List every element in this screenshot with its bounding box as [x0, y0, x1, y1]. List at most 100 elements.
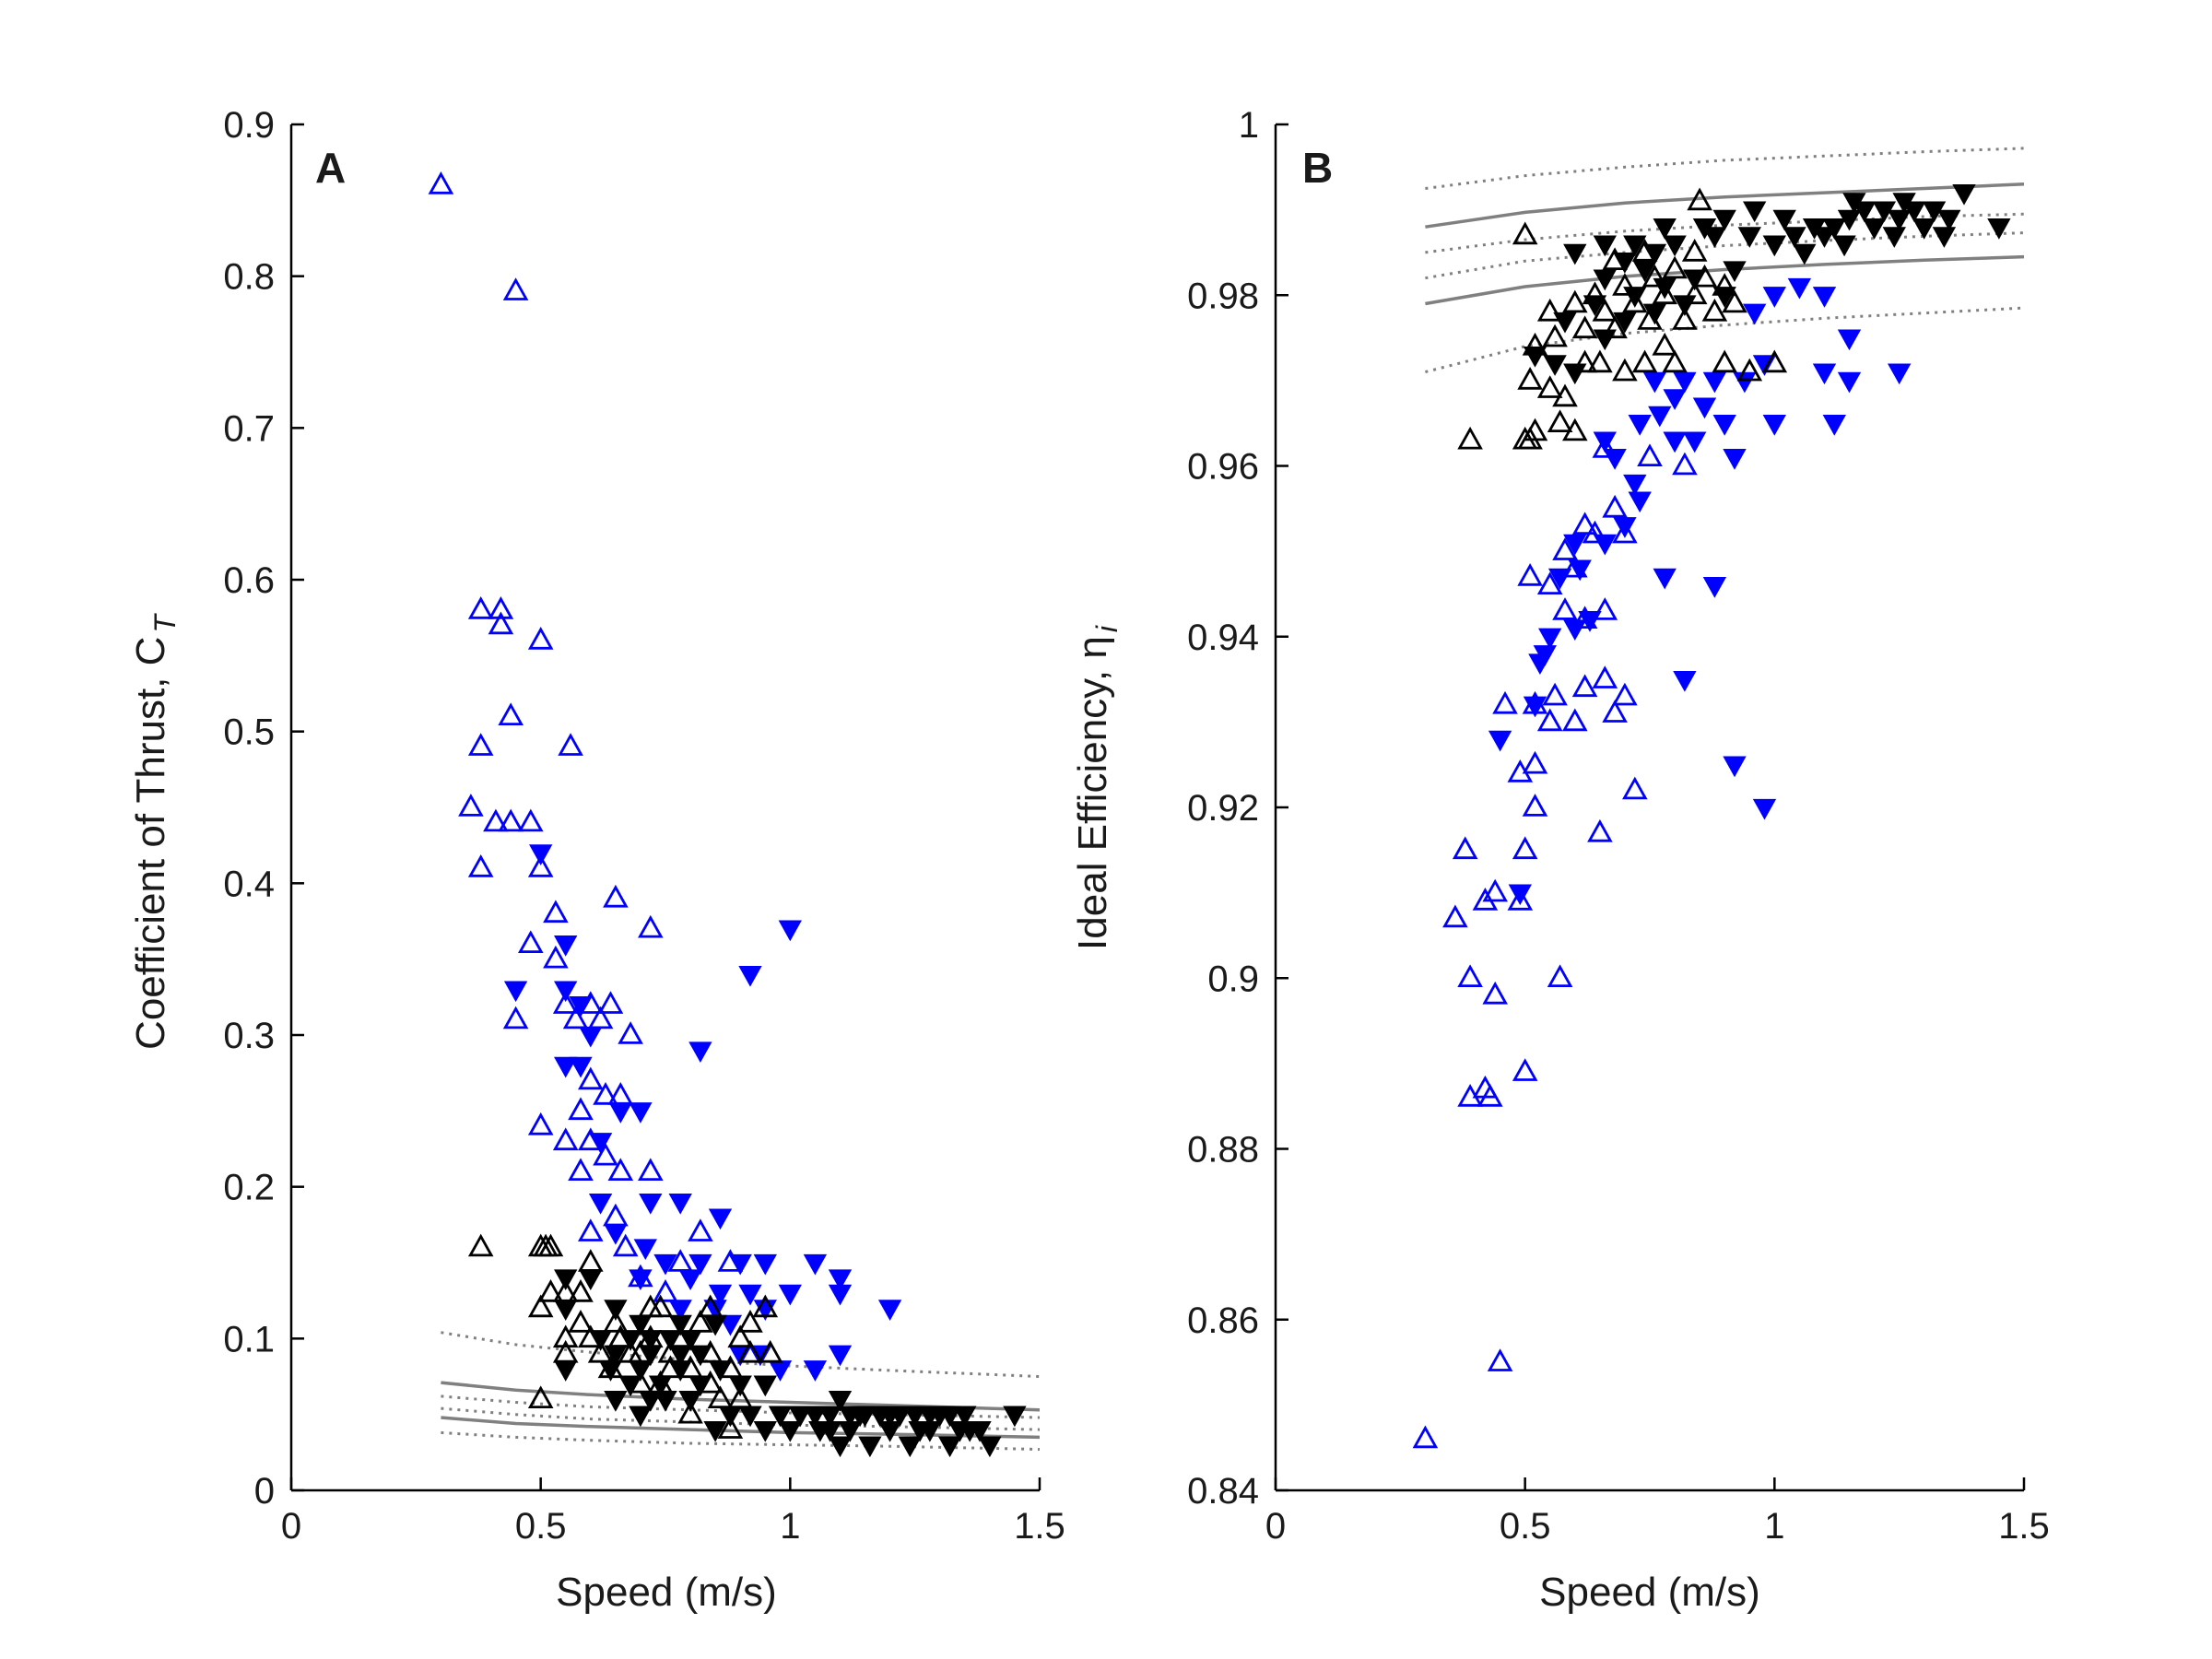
panel-a-filled-triangle-down-marker	[639, 1391, 663, 1412]
panel-a-filled-triangle-down-marker	[858, 1436, 882, 1458]
panel-b-y-tick-label: 0.94	[1187, 618, 1259, 658]
panel-b-open-triangle-up-marker	[1482, 878, 1508, 902]
panel-b-fit-line-solid	[1425, 182, 2025, 229]
panel-a-filled-triangle-down-marker	[778, 1284, 802, 1306]
panel-b-y-tick-label: 0.92	[1187, 788, 1259, 829]
panel-a-y-tick-label: 0.3	[223, 1016, 275, 1056]
panel-a-open-triangle-up-marker	[752, 1294, 779, 1318]
panel-b-filled-triangle-down-marker	[1862, 218, 1887, 240]
panel-a-filled-triangle-down-marker	[629, 1269, 653, 1291]
panel-a-x-tick-label: 0	[281, 1506, 301, 1547]
panel-a-x-tick-label: 1.5	[1014, 1506, 1065, 1547]
panel-a-open-triangle-up-marker	[688, 1218, 713, 1241]
panel-b-open-triangle-up-marker	[1592, 298, 1618, 322]
panel-b-filled-triangle-down-marker	[1653, 277, 1677, 300]
panel-b-filled-triangle-down-marker	[1593, 431, 1617, 453]
panel-b-y-axis-label-sub: i	[1090, 625, 1124, 632]
panel-b-open-triangle-up-marker	[1522, 794, 1548, 817]
panel-a-filled-triangle-down-marker	[818, 1420, 842, 1442]
panel-b-open-triangle-up-marker	[1637, 443, 1663, 467]
panel-b-y-axis-label: Ideal Efficiency, η i	[1070, 625, 1124, 950]
panel-a-filled-triangle-down-marker	[708, 1208, 733, 1230]
panel-a-x-tick-label: 1	[780, 1506, 800, 1547]
panel-a-open-triangle-up-marker	[527, 627, 554, 650]
panel-b-filled-triangle-down-marker	[1533, 645, 1557, 666]
panel-a-filled-triangle-down-marker	[569, 995, 593, 1018]
panel-b-open-triangle-up-marker	[1612, 358, 1638, 382]
panel-b-open-triangle-up-marker	[1517, 367, 1543, 390]
panel-a-open-triangle-up-marker	[518, 930, 544, 953]
panel-b-open-triangle-up-marker	[1602, 494, 1628, 518]
panel-b-open-triangle-up-marker	[1562, 708, 1588, 732]
panel-a-open-triangle-up-marker	[727, 1324, 753, 1348]
panel-a-filled-triangle-down-marker	[604, 1345, 628, 1367]
panel-b-open-triangle-up-marker	[1622, 289, 1648, 313]
panel-a-filled-triangle-down-marker	[588, 1193, 613, 1215]
panel-b-open-triangle-up-marker	[1482, 981, 1508, 1005]
panel-b-open-triangle-up-marker	[1641, 264, 1668, 288]
panel-a-filled-triangle-down-marker	[629, 1406, 653, 1428]
panel-b-filled-triangle-down-marker	[1653, 568, 1677, 590]
panel-b-filled-triangle-down-marker	[1737, 227, 1761, 248]
panel-b-open-triangle-up-marker	[1662, 255, 1688, 279]
panel-a-filled-triangle-down-marker	[877, 1300, 902, 1321]
panel-a-filled-triangle-down-marker	[618, 1330, 642, 1351]
panel-b-filled-triangle-down-marker	[1842, 193, 1866, 214]
panel-a-filled-triangle-down-marker	[728, 1253, 752, 1276]
panel-b-filled-triangle-down-marker	[1593, 235, 1617, 257]
panel-a-open-triangle-up-marker	[558, 733, 583, 756]
panel-a-filled-triangle-down-marker	[554, 1269, 578, 1291]
panel-a-filled-triangle-down-marker	[828, 1345, 853, 1367]
panel-b-open-triangle-up-marker	[1602, 315, 1628, 339]
panel-a-open-triangle-up-marker	[757, 1339, 783, 1363]
panel-b-filled-triangle-down-marker	[1642, 371, 1667, 394]
panel-a-y-axis-label: Coefficient of Thrust, C T	[128, 613, 182, 1050]
panel-a-open-triangle-up-marker	[562, 1006, 589, 1030]
panel-b-filled-triangle-down-marker	[1663, 235, 1687, 257]
panel-b-filled-triangle-down-marker	[1623, 474, 1647, 496]
panel-a-filled-triangle-down-marker	[803, 1253, 828, 1276]
panel-a-axes: 0 0.5 1 1.5 0 0.1 0.2 0.3 0.4 0.5 0.6 0.7 0.8 0.9	[223, 105, 1065, 1547]
panel-a-filled-triangle-down-marker	[688, 1041, 712, 1064]
panel-a-open-triangle-up-marker	[737, 1339, 763, 1363]
panel-a-filled-triangle-down-marker	[678, 1269, 702, 1291]
panel-b-open-triangle-up-marker	[1442, 904, 1468, 928]
panel-b-open-triangle-up-marker	[1522, 750, 1548, 774]
panel-a-filled-triangle-down-marker	[708, 1284, 733, 1306]
panel-b-filled-triangle-down-marker	[1603, 449, 1627, 470]
panel-b-open-triangle-up-marker	[1652, 281, 1677, 305]
panel-b-open-triangle-up-marker	[1542, 682, 1568, 706]
panel-b-open-triangle-up-marker	[1571, 512, 1598, 535]
panel-b-filled-triangle-down-marker	[1702, 227, 1727, 248]
panel-a-filled-triangle-down-marker	[898, 1436, 922, 1458]
panel-a-filled-triangle-down-marker	[604, 1391, 628, 1412]
panel-b-filled-triangle-down-marker	[1837, 371, 1862, 394]
panel-a-markers	[428, 171, 1027, 1458]
panel-a-open-triangle-up-marker	[552, 991, 579, 1014]
panel-b-x-axis-label: Speed (m/s)	[1539, 1570, 1760, 1615]
panel-a-filled-triangle-down-marker	[529, 844, 553, 865]
panel-b-open-triangle-up-marker	[1571, 349, 1598, 373]
panel-a-filled-triangle-down-marker	[668, 1345, 692, 1367]
panel-b-filled-triangle-down-marker	[1648, 406, 1672, 428]
panel-b-open-triangle-up-marker	[1672, 307, 1698, 330]
panel-a-filled-triangle-down-marker	[569, 1056, 593, 1078]
panel-b-open-triangle-up-marker	[1452, 836, 1478, 860]
panel-a-open-triangle-up-marker	[593, 1082, 618, 1105]
panel-b-open-triangle-up-marker	[1536, 571, 1563, 594]
panel-b-filled-triangle-down-marker	[1888, 209, 1912, 231]
panel-b-y-axis-label-main: Ideal Efficiency, η	[1070, 636, 1115, 950]
panel-b-filled-triangle-down-marker	[1793, 243, 1817, 265]
panel-b-open-triangle-up-marker	[1687, 187, 1712, 211]
panel-b-open-triangle-up-marker	[1571, 674, 1598, 698]
panel-b-open-triangle-up-marker	[1672, 452, 1698, 476]
panel-b-filled-triangle-down-marker	[1543, 355, 1567, 376]
panel-b-open-triangle-up-marker	[1562, 418, 1588, 441]
panel-b-open-triangle-up-marker	[1536, 298, 1563, 322]
panel-b-markers	[1412, 183, 2011, 1449]
panel-a-open-triangle-up-marker	[568, 1279, 594, 1302]
panel-a-open-triangle-up-marker	[458, 794, 484, 817]
panel-b-open-triangle-up-marker	[1612, 682, 1638, 706]
panel-b-filled-triangle-down-marker	[1663, 389, 1687, 410]
panel-b-open-triangle-up-marker	[1602, 700, 1628, 723]
